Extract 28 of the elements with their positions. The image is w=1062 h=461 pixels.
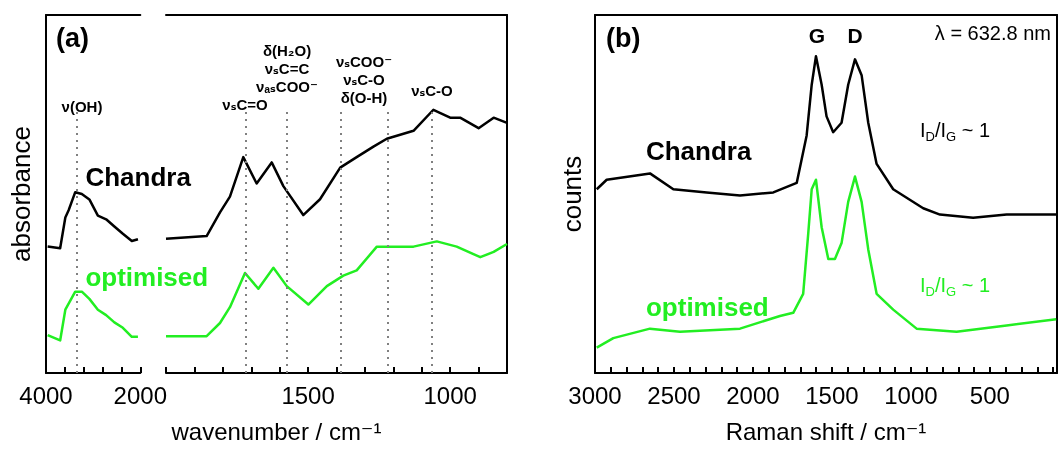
chart-title: (b) — [606, 22, 641, 53]
x-tick-label: 1500 — [281, 381, 335, 409]
series-label: Chandra — [85, 162, 192, 193]
x-tick-label: 4000 — [19, 381, 73, 409]
series-label: Chandra — [645, 136, 752, 167]
x-axis-title: wavenumber / cm⁻¹ — [170, 417, 382, 445]
x-axis-title: Raman shift / cm⁻¹ — [725, 417, 927, 445]
series-label: optimised — [645, 291, 769, 322]
text: νₛC-O — [411, 81, 454, 99]
x-tick-label: 500 — [969, 381, 1010, 409]
annotation: νₛC=O — [222, 95, 268, 113]
x-tick-label: 2000 — [113, 381, 167, 409]
text: ν(OH) — [61, 97, 103, 115]
text: νₛCOO⁻ νₛC-O δ(O-H) — [335, 52, 393, 106]
text: G — [808, 23, 826, 47]
text: λ = 632.8 nm — [934, 21, 1052, 44]
x-tick-label: 1000 — [884, 381, 938, 409]
text: δ(H₂O) νₛC=C νₐₛCOO⁻ — [256, 41, 318, 95]
y-axis-title: absorbance — [6, 126, 36, 262]
series-label: optimised — [85, 261, 209, 292]
x-tick-label: 2000 — [726, 381, 780, 409]
x-tick-label: 3000 — [568, 381, 622, 409]
y-axis-title: counts — [557, 155, 587, 233]
x-tick-label: 1000 — [423, 381, 477, 409]
chart-title: (a) — [56, 22, 89, 53]
x-tick-label: 1500 — [805, 381, 859, 409]
x-tick-label: 2500 — [647, 381, 701, 409]
text: D — [847, 23, 863, 47]
